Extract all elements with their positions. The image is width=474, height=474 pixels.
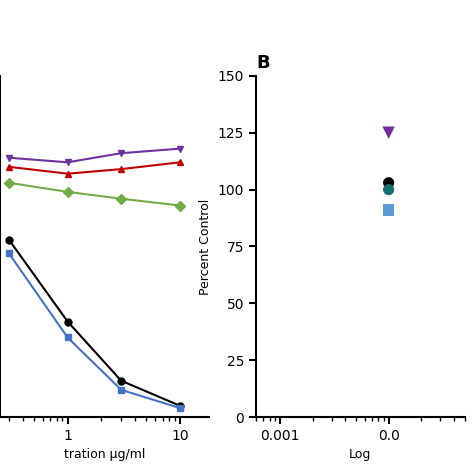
X-axis label: Log: Log [349,448,372,462]
Point [385,206,392,214]
X-axis label: tration μg/ml: tration μg/ml [64,448,145,462]
Y-axis label: Percent Control: Percent Control [199,198,212,295]
Point [385,186,392,193]
Point [385,129,392,137]
Text: B: B [256,54,270,72]
Point [385,179,392,187]
